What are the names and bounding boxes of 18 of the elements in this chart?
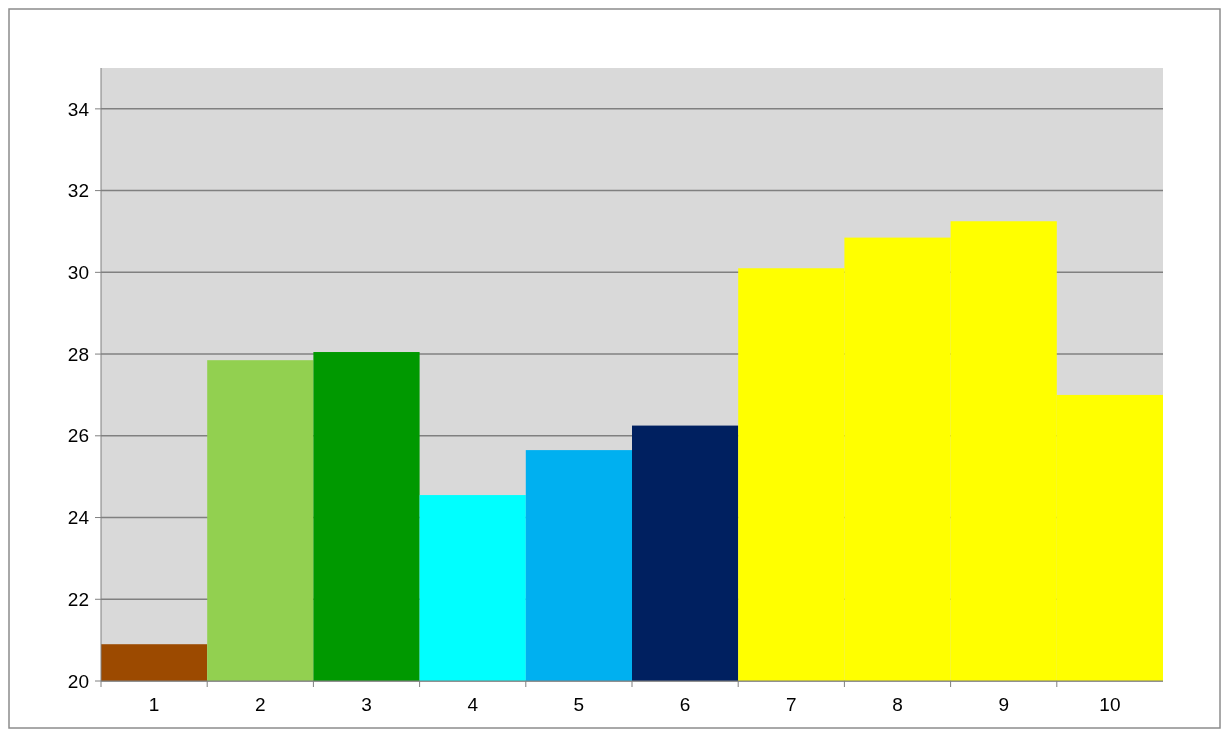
y-tick-label: 24 [67,507,90,529]
y-tick-label: 26 [67,425,89,447]
y-tick-label: 28 [67,343,89,365]
x-tick-label: 7 [786,694,797,715]
x-tick-label: 8 [892,694,903,715]
x-tick-label: 3 [361,694,372,715]
x-tick-label: 4 [467,694,479,715]
x-tick-label: 1 [148,694,160,715]
x-tick-label: 6 [679,694,691,715]
x-tick-label: 9 [998,694,1009,715]
y-tick-label: 20 [67,670,89,692]
y-tick-label: 30 [67,261,89,283]
y-tick-label: 22 [67,588,89,610]
x-tick-label: 2 [255,694,266,715]
x-tick-label: 5 [573,694,585,715]
y-tick-label: 34 [67,98,90,120]
y-tick-label: 32 [67,180,89,202]
x-tick-label: 10 [1099,694,1121,715]
